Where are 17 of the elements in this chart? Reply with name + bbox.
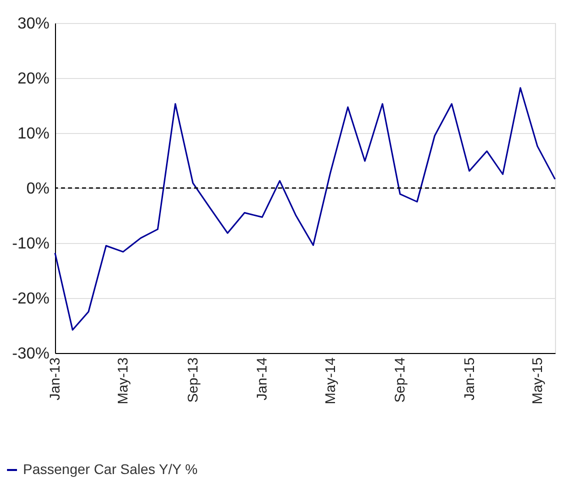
y-tick-label: 30%	[17, 16, 50, 32]
y-tick-label: -10%	[12, 236, 50, 252]
x-tick-label: May-14	[322, 357, 338, 404]
x-tick-label: Jan-14	[254, 357, 270, 400]
x-tick-label: Jan-15	[460, 357, 477, 400]
x-tick-label: May-15	[528, 357, 545, 404]
y-tick-label: 0%	[26, 180, 50, 198]
y-tick-label: 10%	[17, 126, 50, 142]
x-tick-label: May-13	[114, 357, 131, 404]
y-tick-label: 20%	[17, 70, 50, 88]
y-tick-label: -30%	[12, 346, 50, 362]
y-tick-label: -20%	[12, 290, 50, 308]
x-tick-label: Sep-14	[392, 357, 408, 403]
line-series	[54, 87, 556, 331]
x-tick-label: Jan-13	[46, 357, 62, 400]
legend-label: Passenger Car Sales Y/Y %	[23, 461, 198, 477]
x-tick-label: Sep-13	[184, 357, 200, 403]
